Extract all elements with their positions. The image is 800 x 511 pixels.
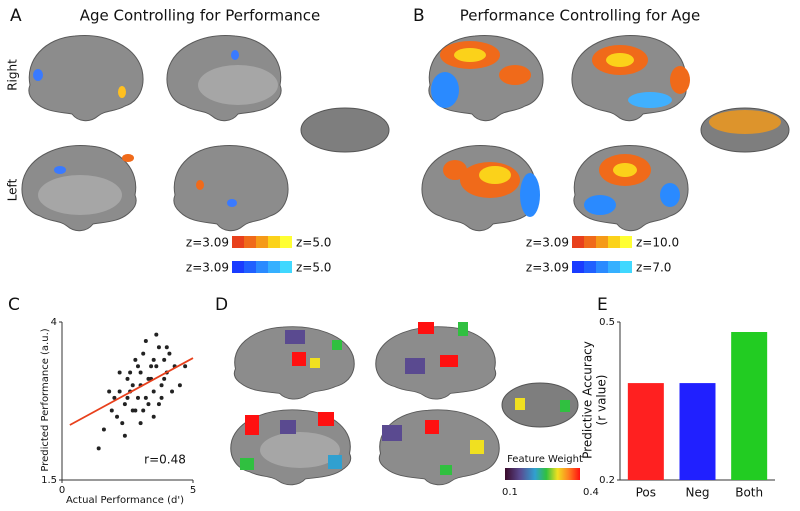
y-tick-label: 0.2 <box>599 475 615 486</box>
panel-title: Age Controlling for Performance <box>80 7 321 25</box>
point <box>122 433 127 438</box>
panel-title: Performance Controlling for Age <box>460 7 701 25</box>
colorbar-label: z=5.0 <box>296 236 331 250</box>
point <box>151 357 156 362</box>
panel-letter: C <box>8 295 20 315</box>
point <box>133 357 138 362</box>
panel-letter: D <box>215 295 228 315</box>
point <box>151 389 156 394</box>
point <box>177 383 182 388</box>
point <box>146 402 151 407</box>
bar <box>679 383 716 480</box>
y-tick-label: 4 <box>51 317 57 328</box>
point <box>167 351 172 356</box>
point <box>117 389 122 394</box>
point <box>156 345 161 350</box>
colorbar-label: z=3.09 <box>186 261 229 275</box>
point <box>115 414 120 419</box>
point <box>128 370 133 375</box>
point <box>154 364 159 369</box>
y-axis-label: (r value) <box>595 375 609 426</box>
point <box>159 395 164 400</box>
y-tick-label: 0.5 <box>599 317 615 328</box>
point <box>164 345 169 350</box>
point <box>170 389 175 394</box>
x-tick-label: 5 <box>190 485 196 496</box>
point <box>138 421 143 426</box>
x-tick-label: Pos <box>636 486 656 500</box>
colorbar-label: 0.4 <box>583 487 599 498</box>
point <box>96 446 101 451</box>
point <box>141 351 146 356</box>
colorbar-label: z=5.0 <box>296 261 331 275</box>
brain-images-b <box>421 35 790 232</box>
y-axis-label: Predictive Accuracy <box>581 341 595 459</box>
point <box>138 370 143 375</box>
point <box>143 338 148 343</box>
x-tick-label: Neg <box>686 486 710 500</box>
point <box>125 376 130 381</box>
point <box>112 395 117 400</box>
point <box>146 376 151 381</box>
annotation: r=0.48 <box>144 453 186 467</box>
point <box>135 395 140 400</box>
colorbar-label: z=3.09 <box>186 236 229 250</box>
brain-images-a <box>21 35 390 232</box>
point <box>135 364 140 369</box>
fit-line <box>69 357 194 426</box>
bar <box>627 383 664 480</box>
point <box>143 395 148 400</box>
point <box>183 364 188 369</box>
colorbar-label: z=3.09 <box>526 261 569 275</box>
point <box>154 332 159 337</box>
point <box>107 389 112 394</box>
point <box>130 383 135 388</box>
point <box>156 402 161 407</box>
colorbar-label: z=10.0 <box>636 236 679 250</box>
x-axis-label: Actual Performance (d') <box>66 495 184 506</box>
y-tick-label: 1.5 <box>41 475 57 486</box>
row-label: Right <box>6 59 20 91</box>
colorbar-label: z=7.0 <box>636 261 671 275</box>
point <box>162 376 167 381</box>
colorbars <box>232 236 632 480</box>
panel-letter: B <box>413 6 425 26</box>
brain-images-d <box>230 322 579 486</box>
legend-title: Feature Weight <box>507 454 583 465</box>
point <box>109 408 114 413</box>
point <box>149 364 154 369</box>
row-label: Left <box>6 178 20 201</box>
point <box>125 395 130 400</box>
point <box>117 370 122 375</box>
point <box>151 414 156 419</box>
panel-letter: E <box>597 295 608 315</box>
point <box>141 408 146 413</box>
panel-letter: A <box>10 6 22 26</box>
bar <box>731 332 768 480</box>
colorbar-label: 0.1 <box>502 487 518 498</box>
point <box>120 421 125 426</box>
point <box>130 408 135 413</box>
colorbar-label: z=3.09 <box>526 236 569 250</box>
point <box>101 427 106 432</box>
point <box>159 383 164 388</box>
x-tick-label: 0 <box>59 485 65 496</box>
x-tick-label: Both <box>735 486 763 500</box>
point <box>122 402 127 407</box>
point <box>162 357 167 362</box>
y-axis-label: Predicted Performance (a.u.) <box>40 328 51 471</box>
